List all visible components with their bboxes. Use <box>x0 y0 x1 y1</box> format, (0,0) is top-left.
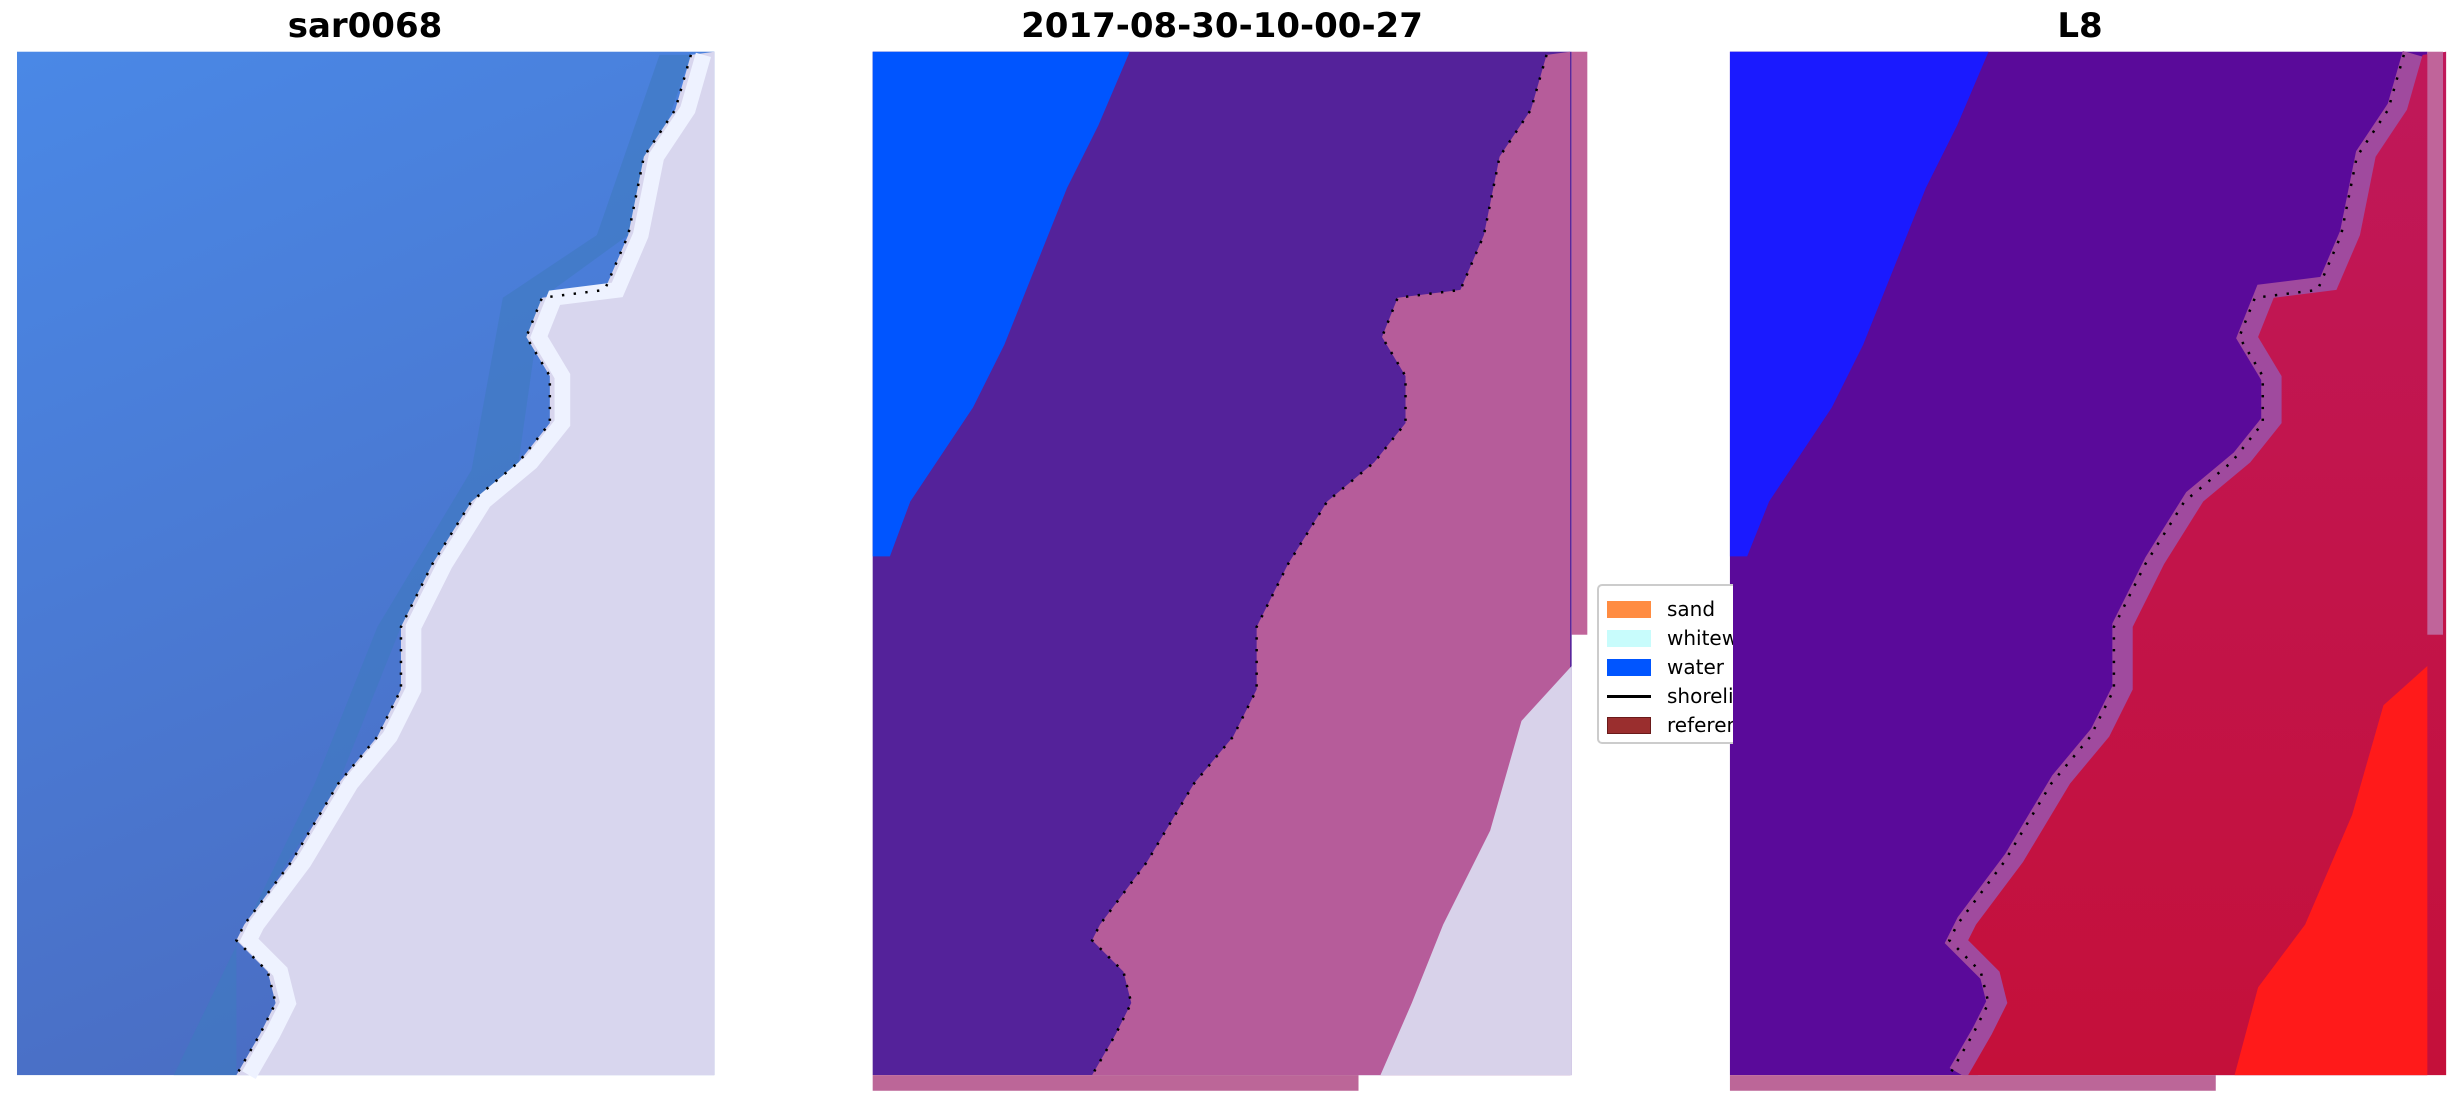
panel-title-sar: sar0068 <box>287 6 443 46</box>
panel-classified-image <box>872 51 1588 1091</box>
legend-label: shoreline <box>1667 684 1733 708</box>
panel-sar-image <box>16 52 715 1075</box>
reference-swatch <box>1607 716 1651 734</box>
legend-item-sand: sand <box>1607 596 1715 622</box>
whitewater-swatch <box>1607 629 1651 647</box>
legend-item-reference: reference <box>1607 712 1733 738</box>
legend-label: reference <box>1667 713 1733 737</box>
sand-swatch <box>1607 600 1651 618</box>
legend-item-water: water <box>1607 654 1724 680</box>
legend-label: sand <box>1667 597 1716 621</box>
panel-l8-image <box>1729 52 2447 1091</box>
panel-title-date: 2017-08-30-10-00-27 <box>1021 6 1423 46</box>
shoreline-line-swatch <box>1607 694 1651 698</box>
water-swatch <box>1607 658 1651 676</box>
legend-label: water <box>1667 655 1724 679</box>
panel-title-l8: L8 <box>2057 6 2103 46</box>
legend-item-shoreline: shoreline <box>1607 683 1733 709</box>
